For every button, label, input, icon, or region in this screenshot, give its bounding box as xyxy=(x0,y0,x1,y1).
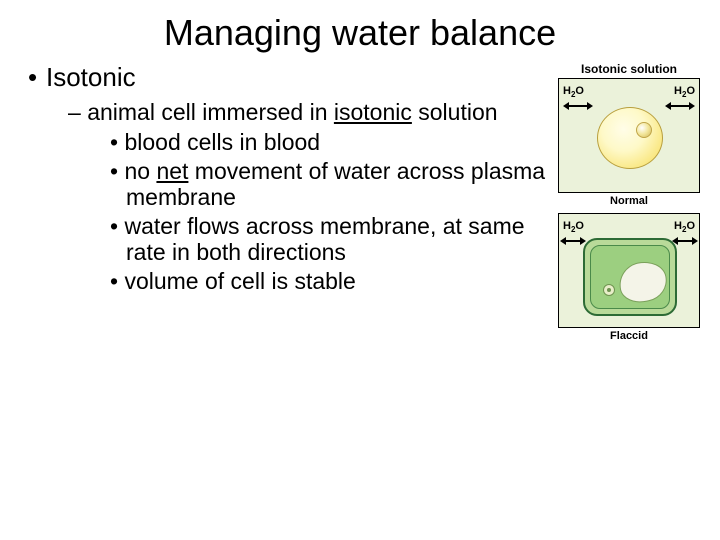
plant-cell-membrane xyxy=(590,245,670,309)
l2-post: solution xyxy=(412,99,498,125)
l3a-text: blood cells in blood xyxy=(124,129,320,155)
text-column: •Isotonic – animal cell immersed in isot… xyxy=(20,62,558,348)
bullet-l2: – animal cell immersed in isotonic solut… xyxy=(68,99,550,125)
bullet-l1: •Isotonic xyxy=(28,62,550,93)
arrow-icon xyxy=(677,240,693,242)
h2o-label-tr: H2O xyxy=(674,85,695,99)
vacuole-shape xyxy=(615,257,670,306)
plant-cell-wall xyxy=(583,238,677,316)
h2o-label-tr2: H2O xyxy=(674,220,695,234)
animal-cell-shape xyxy=(597,107,663,169)
plant-nucleus-shape xyxy=(603,284,615,296)
l2-pre: animal cell immersed in xyxy=(87,99,334,125)
content-row: •Isotonic – animal cell immersed in isot… xyxy=(0,62,720,348)
diagram-heading: Isotonic solution xyxy=(558,62,700,76)
bullet-l1-text: Isotonic xyxy=(46,62,136,92)
h2o-label-tl: H2O xyxy=(563,85,584,99)
h2o-label-tl2: H2O xyxy=(563,220,584,234)
l3b-post: movement of water across plasma membrane xyxy=(126,158,545,210)
panel1-label: Normal xyxy=(558,195,700,207)
panel2-label: Flaccid xyxy=(558,330,700,342)
nucleus-shape xyxy=(636,122,652,138)
bullet-l3a: • blood cells in blood xyxy=(110,129,550,155)
animal-cell-panel: H2O H2O xyxy=(558,78,700,193)
l3d-text: volume of cell is stable xyxy=(124,268,355,294)
arrow-icon xyxy=(568,105,588,107)
arrow-icon xyxy=(670,105,690,107)
arrow-icon xyxy=(565,240,581,242)
l3c-text: water flows across membrane, at same rat… xyxy=(124,213,524,265)
l2-underline: isotonic xyxy=(334,99,412,125)
bullet-l3d: • volume of cell is stable xyxy=(110,268,550,294)
bullet-l3b: • no net movement of water across plasma… xyxy=(110,158,550,211)
diagram-column: Isotonic solution H2O H2O Normal H2O H2O xyxy=(558,62,700,348)
bullet-l3c: • water flows across membrane, at same r… xyxy=(110,213,550,266)
plant-cell-panel: H2O H2O xyxy=(558,213,700,328)
page-title: Managing water balance xyxy=(0,0,720,62)
l3b-pre: no xyxy=(124,158,156,184)
l3b-underline: net xyxy=(156,158,188,184)
